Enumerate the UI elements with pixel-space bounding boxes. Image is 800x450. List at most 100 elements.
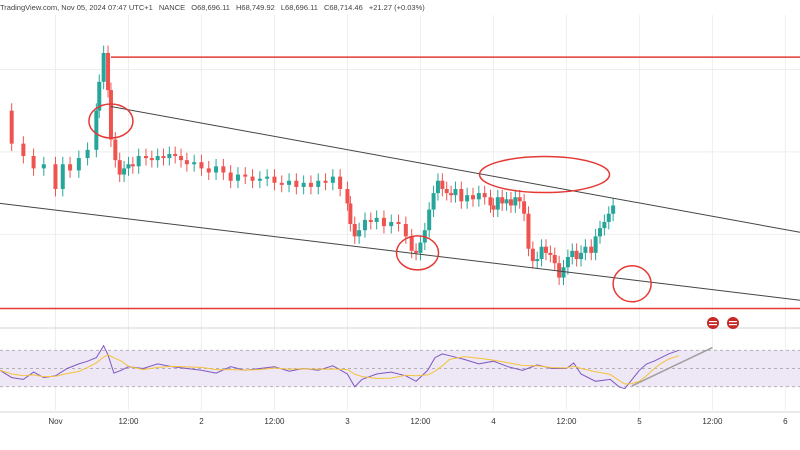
candle-body (117, 160, 122, 175)
candle-body (250, 176, 255, 181)
candle-body (173, 153, 178, 157)
candle-body (449, 193, 454, 196)
candle-body (368, 219, 373, 222)
candle-body (557, 263, 562, 278)
candle-body (561, 267, 566, 278)
candle-body (500, 197, 505, 204)
x-axis-tick-label: 2 (199, 417, 204, 426)
candle-body (143, 156, 148, 159)
candle-body (381, 217, 386, 227)
highlight-circle (88, 103, 134, 139)
open-value: O68,696.11 (191, 3, 230, 12)
candle-body (101, 52, 106, 82)
candle-body (414, 250, 419, 253)
x-axis-tick-label: 4 (491, 417, 496, 426)
candle-body (68, 164, 73, 171)
candle-body (272, 176, 277, 183)
candle-body (348, 203, 353, 225)
candle-body (611, 205, 616, 214)
candle-body (579, 252, 584, 260)
candle-body (535, 259, 540, 262)
rsi-trendline (631, 346, 713, 387)
candle-body (517, 197, 522, 202)
candle-body (279, 182, 284, 185)
candle-body (522, 201, 527, 214)
candle-body (470, 195, 475, 200)
candle-body (287, 180, 292, 185)
candle-body (316, 180, 321, 187)
candle-body (453, 188, 458, 196)
candle-body (574, 250, 579, 260)
candle-body (543, 246, 548, 253)
candle-body (243, 174, 248, 177)
x-axis-tick-label: 3 (345, 417, 350, 426)
candle-body (565, 256, 570, 268)
candle-body (488, 197, 493, 206)
candle-body (396, 221, 401, 225)
candle-body (539, 246, 544, 260)
event-flag-stripe (729, 324, 737, 326)
candle-body (552, 254, 557, 264)
highlight-circle (395, 235, 440, 271)
candle-body (403, 224, 408, 237)
high-value: H68,749.92 (236, 3, 275, 12)
exchange-label: NANCE (158, 3, 186, 12)
candle-body (31, 156, 36, 169)
x-axis-tick-label: 12:00 (118, 417, 139, 426)
candle-body (113, 139, 118, 161)
candle-body (570, 250, 575, 257)
candle-body (602, 221, 607, 229)
candle-body (192, 162, 197, 165)
candle-body (97, 81, 102, 111)
candle-body (427, 209, 432, 231)
highlight-circle (612, 265, 652, 303)
candle-body (221, 166, 226, 173)
candle-body (149, 158, 154, 161)
low-value: L68,696.11 (280, 3, 318, 12)
candle-body (9, 110, 14, 144)
candle-body (265, 176, 270, 179)
event-flag-stripe (729, 321, 737, 323)
candle-body (161, 156, 166, 159)
candle-body (199, 162, 204, 169)
x-axis-tick-label: 12:00 (702, 417, 723, 426)
channel-lower-line (0, 202, 800, 301)
candle-body (508, 199, 513, 206)
candle-body (345, 188, 350, 204)
candle-body (465, 195, 470, 202)
x-axis-tick-label: 12:00 (264, 417, 285, 426)
rsi-ma-line (0, 354, 679, 385)
candle-body (257, 178, 262, 181)
candle-body (76, 158, 81, 171)
highlight-circle (478, 155, 611, 194)
candle-body (179, 156, 184, 161)
candle-body (85, 149, 90, 159)
candle-body (206, 168, 211, 173)
candle-body (444, 188, 449, 194)
candle-body (136, 156, 141, 167)
candle-body (330, 176, 335, 183)
candle-body (21, 143, 26, 157)
x-axis-tick-label: 12:00 (410, 417, 431, 426)
candle-body (94, 110, 99, 150)
chart-header: TradingView.com, Nov 05, 2024 07:47 UTC+… (0, 0, 800, 16)
candle-body (60, 164, 65, 189)
candle-body (435, 180, 440, 194)
attribution-text: TradingView.com, Nov 05, 2024 07:47 UTC+… (0, 3, 153, 12)
event-flag-stripe (709, 321, 717, 323)
candle-body (389, 221, 394, 227)
candle-body (374, 217, 379, 222)
candle-body (526, 213, 531, 249)
candle-body (583, 246, 588, 253)
candle-body (530, 248, 535, 262)
candle-body (482, 193, 487, 198)
candle-body (106, 52, 111, 91)
candle-body (589, 246, 594, 253)
candle-body (593, 236, 598, 253)
candle-body (513, 197, 518, 206)
candle-body (504, 199, 509, 204)
candle-body (338, 176, 343, 189)
x-axis-tick-label: 12:00 (556, 417, 577, 426)
candle-body (357, 230, 362, 237)
